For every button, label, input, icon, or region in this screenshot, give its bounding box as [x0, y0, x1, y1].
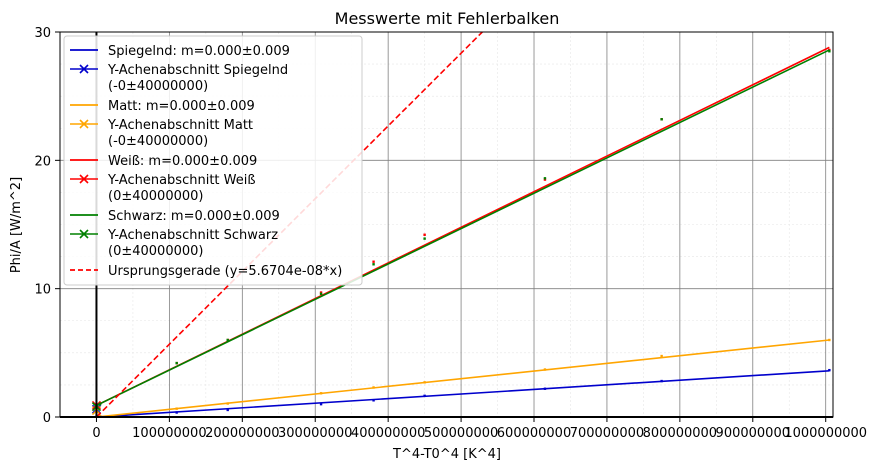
chart-title: Messwerte mit Fehlerbalken	[335, 9, 560, 28]
legend-label: Ursprungsgerade (y=5.6704e-08*x)	[108, 264, 342, 279]
x-tick-label: 200000000	[205, 426, 279, 441]
data-point	[175, 361, 178, 365]
x-tick-label: 700000000	[570, 426, 644, 441]
legend: Spiegelnd: m=0.000±0.009 Y-Achenabschnitt…	[63, 35, 363, 286]
legend-entry: Y-Achenabschnitt Spiegelnd (-0±40000000)	[70, 63, 288, 94]
legend-entry: Y-Achenabschnitt Schwarz (0±40000000)	[70, 228, 278, 259]
data-point	[319, 292, 323, 295]
legend-marker-icon	[79, 64, 89, 74]
data-point	[543, 178, 547, 181]
x-tick-label: 500000000	[424, 426, 498, 441]
legend-label: Spiegelnd: m=0.000±0.009	[108, 44, 290, 59]
legend-marker-icon	[79, 174, 89, 184]
data-point	[423, 233, 426, 236]
legend-entry: Y-Achenabschnitt Matt (-0±40000000)	[70, 118, 253, 149]
series-line-6	[96, 49, 830, 407]
x-tick-label: 400000000	[351, 426, 425, 441]
data-point	[372, 260, 375, 263]
y-tick-label: 20	[34, 154, 51, 169]
y-tick-label: 30	[34, 26, 51, 41]
x-tick-label: 600000000	[497, 426, 571, 441]
x-axis-label: T^4-T0^4 [K^4]	[392, 447, 501, 462]
data-point	[660, 118, 663, 121]
legend-box	[63, 35, 363, 286]
data-point	[372, 386, 375, 389]
legend-entry: Matt: m=0.000±0.009	[70, 99, 255, 114]
x-tick-label: 800000000	[643, 426, 717, 441]
data-point	[423, 381, 426, 384]
data-point	[175, 411, 178, 414]
data-point	[372, 263, 375, 266]
data-point	[319, 392, 323, 395]
legend-label: Weiß: m=0.000±0.009	[108, 154, 257, 169]
legend-marker-icon	[79, 229, 89, 239]
legend-label: Y-Achenabschnitt Schwarz (0±40000000)	[107, 228, 278, 259]
legend-entry: Schwarz: m=0.000±0.009	[70, 209, 280, 224]
x-tick-label: 300000000	[278, 426, 352, 441]
legend-entry: Y-Achenabschnitt Weiß (0±40000000)	[70, 173, 256, 204]
plot-frame	[59, 31, 834, 418]
data-point	[226, 338, 229, 342]
data-point	[828, 368, 831, 372]
series-line-0	[96, 370, 830, 417]
legend-marker-icon	[79, 119, 89, 129]
legend-label: Matt: m=0.000±0.009	[108, 99, 255, 114]
legend-entry: Spiegelnd: m=0.000±0.009	[70, 44, 290, 59]
y-tick-label: 0	[43, 411, 51, 426]
legend-label: Y-Achenabschnitt Weiß (0±40000000)	[107, 173, 256, 204]
data-point	[226, 408, 229, 412]
x-tick-label: 100000000	[132, 426, 206, 441]
legend-entry: Weiß: m=0.000±0.009	[70, 154, 257, 169]
data-point	[828, 50, 831, 53]
data-point	[660, 379, 663, 383]
data-point	[423, 237, 426, 240]
data-point	[828, 338, 831, 342]
y-axis-label: Phi/A [W/m^2]	[9, 177, 24, 273]
legend-label: Schwarz: m=0.000±0.009	[108, 209, 280, 224]
data-point	[175, 407, 178, 410]
ticks-layer: 0 100000000200000000300000000400000000500…	[34, 26, 867, 441]
data-point	[543, 177, 547, 180]
legend-label: Y-Achenabschnitt Spiegelnd (-0±40000000)	[107, 63, 288, 94]
data-point	[372, 399, 375, 402]
data-point	[660, 354, 663, 358]
data-point	[423, 394, 426, 398]
series-line-2	[96, 339, 830, 417]
data-point	[543, 387, 547, 390]
x-tick-label: 1000000000	[784, 426, 867, 441]
data-point	[319, 291, 323, 294]
data-point	[319, 402, 323, 406]
data-point	[226, 402, 229, 405]
legend-entry: Ursprungsgerade (y=5.6704e-08*x)	[70, 264, 342, 279]
y-tick-label: 10	[34, 283, 51, 298]
legend-label: Y-Achenabschnitt Matt (-0±40000000)	[107, 118, 253, 149]
x-tick-label: 0	[92, 426, 100, 441]
data-point	[543, 368, 547, 371]
x-tick-label: 900000000	[716, 426, 790, 441]
